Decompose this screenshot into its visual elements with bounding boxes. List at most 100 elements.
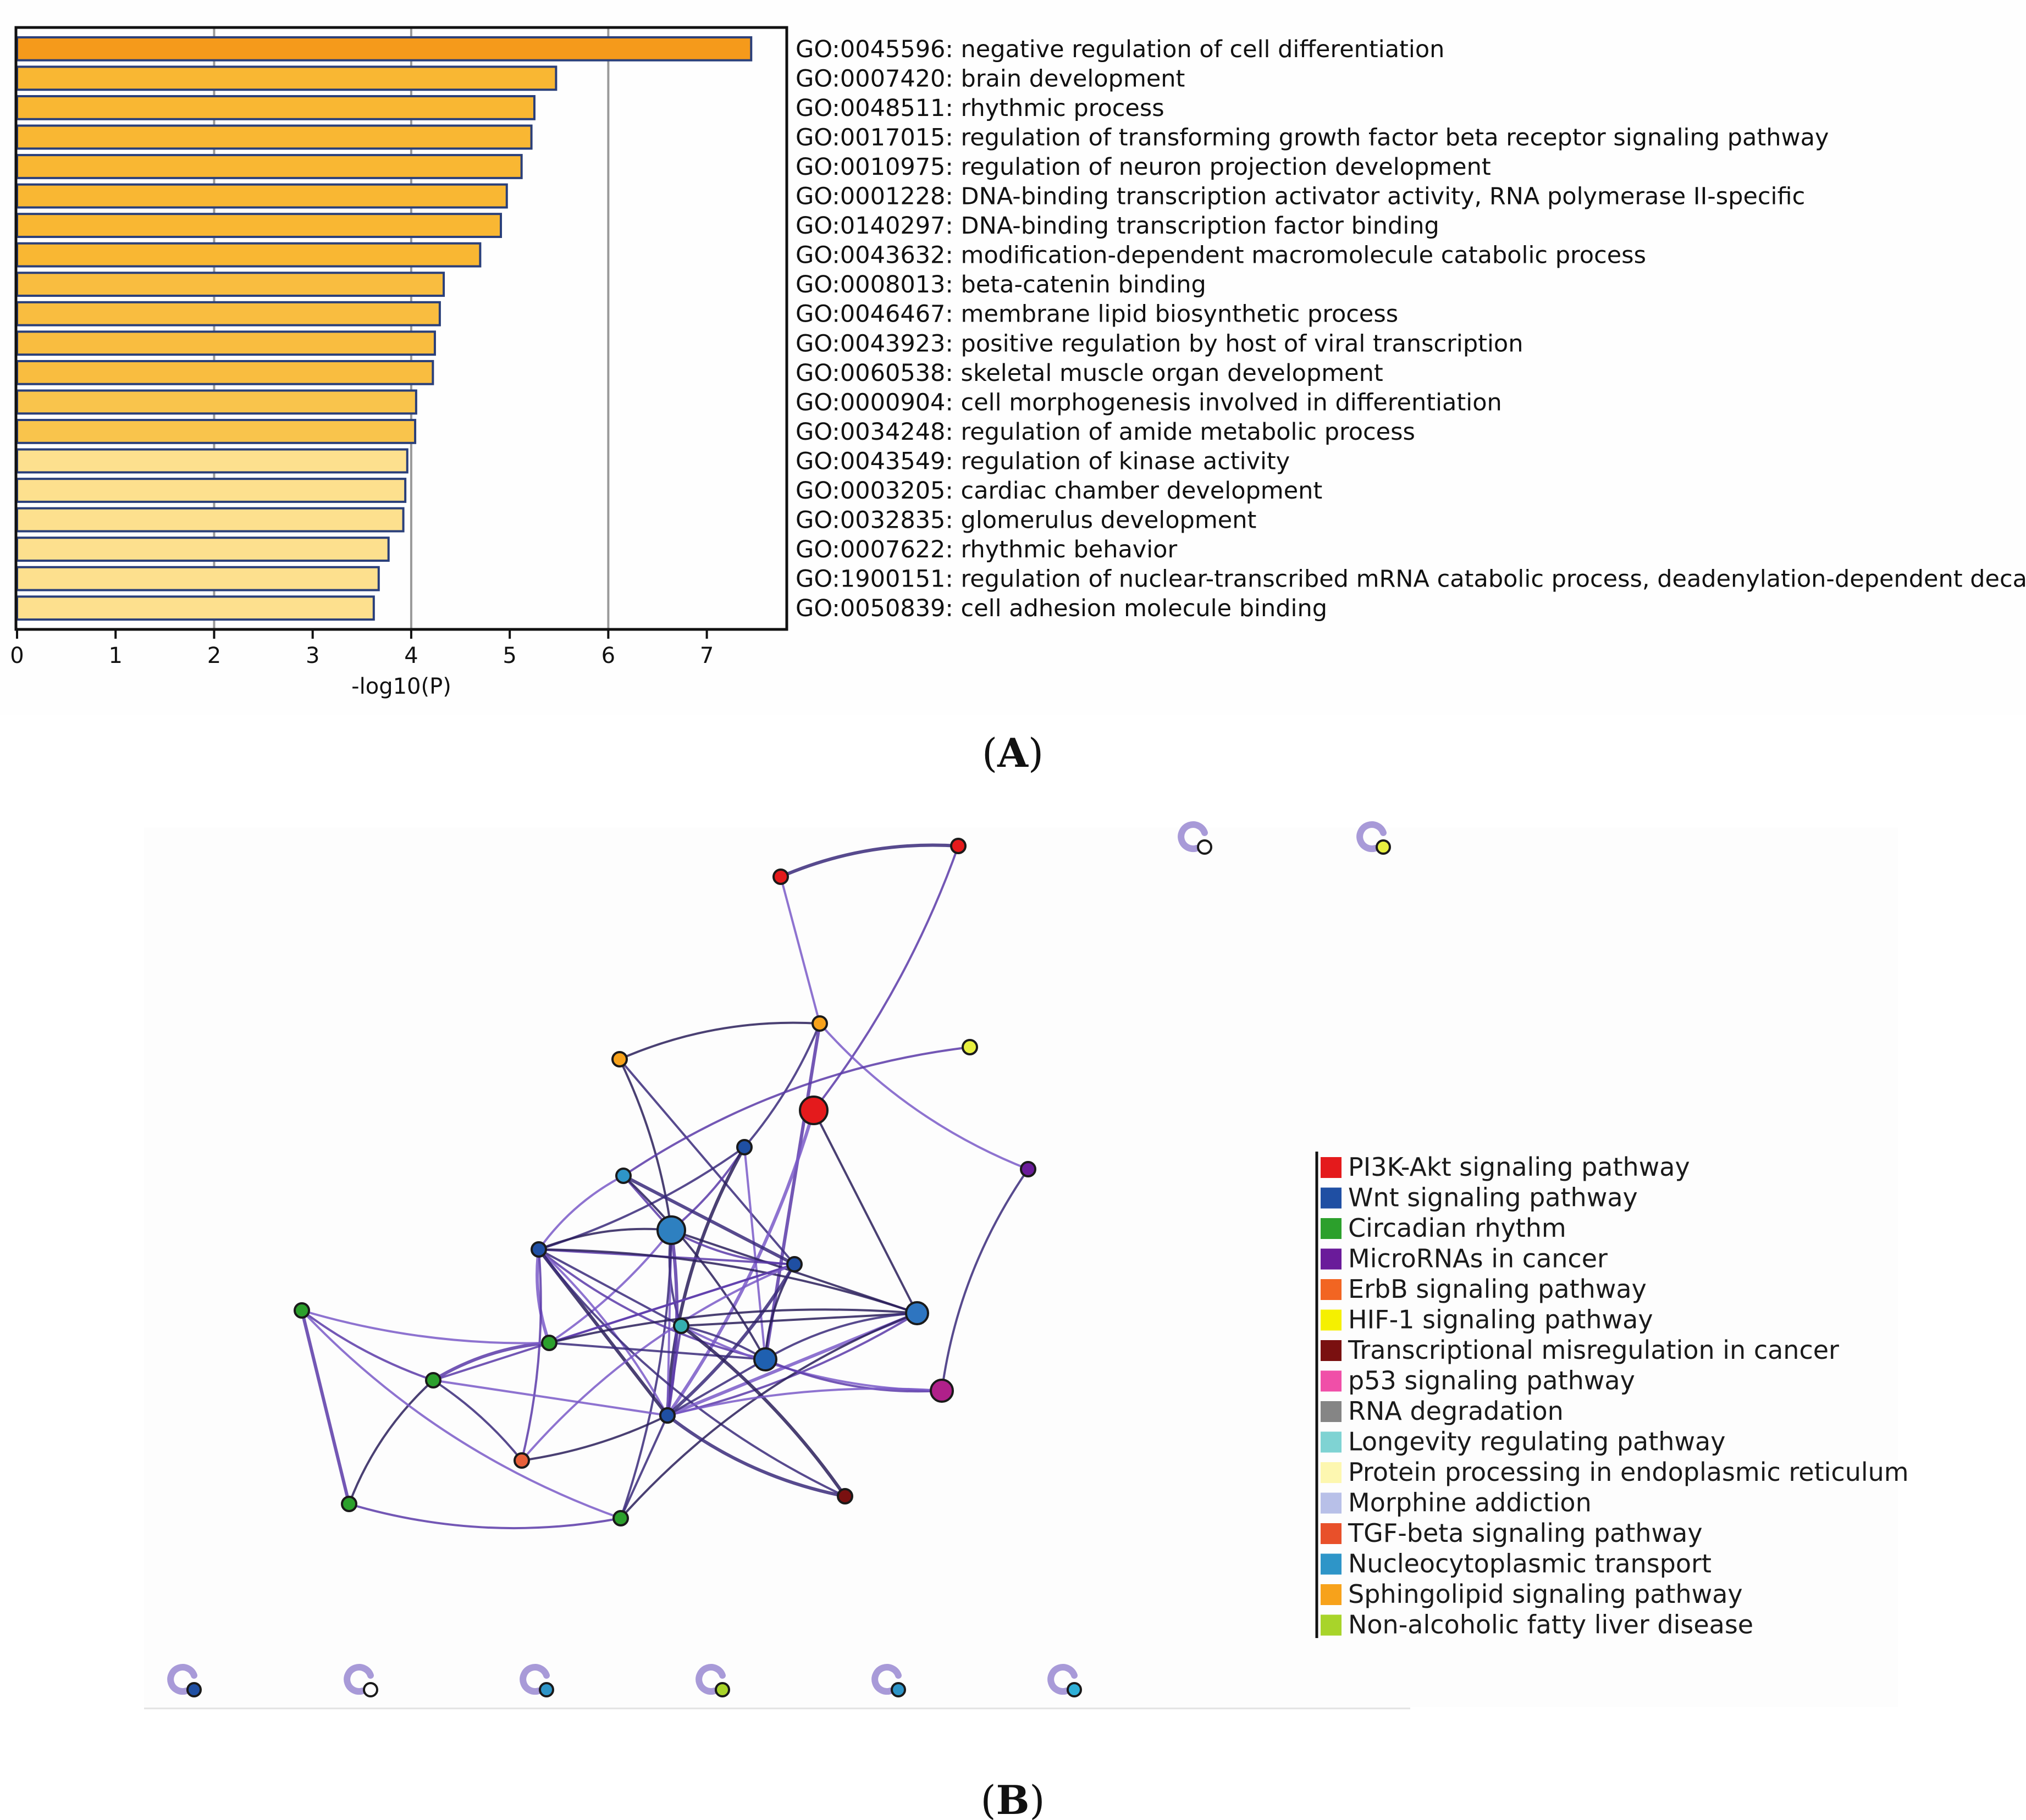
network-edge	[666, 1110, 815, 1417]
self-loop	[1356, 821, 1387, 853]
network-edge	[666, 1146, 746, 1416]
network-node	[294, 1302, 310, 1319]
bar	[16, 330, 436, 356]
legend-swatch	[1321, 1279, 1342, 1300]
legend-swatch	[1321, 1523, 1342, 1544]
network-edge	[764, 1312, 918, 1360]
legend-label: p53 signaling pathway	[1348, 1366, 1635, 1396]
network-node	[962, 1039, 978, 1055]
isolated-node	[1376, 839, 1391, 855]
panel-label-a: (A)	[982, 729, 1044, 776]
self-loop	[1178, 821, 1208, 853]
network-edge	[301, 1309, 621, 1519]
network-edge	[765, 1358, 942, 1393]
isolated-node	[1067, 1682, 1082, 1697]
bar-label: GO:0048511: rhythmic process	[796, 95, 1164, 122]
network-node	[772, 868, 789, 885]
x-axis-title: -log10(P)	[351, 674, 451, 699]
network-edge	[743, 1147, 766, 1360]
legend-swatch	[1321, 1157, 1342, 1178]
bar-label: GO:0000904: cell morphogenesis involved …	[796, 389, 1502, 416]
bar-label: GO:0140297: DNA-binding transcription fa…	[796, 212, 1439, 240]
bar-label: GO:0045596: negative regulation of cell …	[796, 36, 1444, 63]
bar	[16, 65, 557, 91]
network-node	[930, 1379, 954, 1403]
legend-swatch	[1321, 1248, 1342, 1270]
network-edge	[538, 1248, 669, 1416]
legend-label: TGF-beta signaling pathway	[1348, 1518, 1703, 1548]
network-nodes	[294, 838, 1036, 1526]
isolated-node	[891, 1682, 906, 1697]
network-node	[753, 1347, 777, 1371]
bar	[16, 595, 375, 621]
network-edge	[536, 1249, 551, 1344]
bar	[16, 448, 408, 474]
network-edge	[622, 1174, 796, 1266]
x-tick-label: 4	[404, 643, 418, 668]
legend-swatch	[1321, 1370, 1342, 1392]
network-node	[673, 1318, 689, 1334]
self-loop	[1047, 1664, 1078, 1695]
legend-label: Wnt signaling pathway	[1348, 1183, 1638, 1213]
bar	[16, 124, 533, 150]
bar-label: GO:0003205: cardiac chamber development	[796, 477, 1322, 505]
network-edge	[538, 1175, 624, 1251]
isolated-node	[539, 1682, 554, 1697]
self-loop	[871, 1664, 902, 1695]
bar	[16, 507, 405, 533]
network-node	[905, 1301, 929, 1325]
bar-label: GO:0017015: regulation of transforming g…	[796, 124, 1829, 151]
network-edge	[619, 1058, 796, 1265]
network-edge	[301, 1309, 550, 1345]
network-edge	[549, 1308, 918, 1344]
self-loop	[695, 1664, 726, 1695]
x-tick-label: 6	[601, 643, 615, 668]
bar	[16, 478, 407, 503]
network-node	[659, 1407, 676, 1424]
bar-label: GO:0050839: cell adhesion molecule bindi…	[796, 595, 1327, 622]
network-node	[541, 1335, 557, 1351]
bar-label: GO:1900151: regulation of nuclear-transc…	[796, 566, 2026, 593]
network-edge	[521, 1249, 542, 1461]
x-tick-label: 7	[700, 643, 714, 668]
bar-series	[16, 36, 753, 621]
bar	[16, 213, 503, 238]
network-edge	[549, 1342, 766, 1360]
x-tick-label: 1	[109, 643, 123, 668]
self-loop	[167, 1664, 197, 1695]
self-loop	[520, 1664, 550, 1695]
network-node	[514, 1452, 530, 1469]
x-axis-ticks: 0 1 2 3 4 5 6 7	[10, 629, 714, 668]
bar	[16, 154, 523, 179]
network-node	[736, 1139, 753, 1155]
network-node	[611, 1051, 628, 1067]
network-node	[799, 1096, 829, 1125]
network-edge	[432, 1341, 550, 1382]
network-edge	[819, 1022, 1029, 1170]
bar-label: GO:0001228: DNA-binding transcription ac…	[796, 183, 1805, 211]
network-node	[656, 1215, 686, 1245]
network-background	[144, 827, 1898, 1707]
bar-label: GO:0008013: beta-catenin binding	[796, 271, 1206, 298]
bar	[16, 301, 441, 327]
isolated-node	[715, 1682, 730, 1697]
network-edge	[300, 1310, 351, 1504]
legend-label: Longevity regulating pathway	[1348, 1427, 1725, 1457]
legend-label: Sphingolipid signaling pathway	[1348, 1579, 1743, 1609]
legend-swatch	[1321, 1462, 1342, 1483]
self-loop	[344, 1664, 374, 1695]
network-edge	[813, 1110, 918, 1314]
network-node	[425, 1372, 441, 1388]
legend-label: ErbB signaling pathway	[1348, 1274, 1647, 1304]
legend-label: HIF-1 signaling pathway	[1348, 1305, 1653, 1335]
network-edge	[666, 1414, 846, 1498]
network-edge	[619, 1059, 672, 1231]
isolated-node	[186, 1682, 202, 1697]
bar	[16, 95, 536, 120]
network-edge	[620, 1415, 669, 1519]
legend-swatch	[1321, 1218, 1342, 1239]
network-edge	[538, 1227, 672, 1251]
legend-swatch	[1321, 1492, 1342, 1514]
network-edge	[433, 1379, 668, 1417]
plot-frame	[14, 26, 788, 631]
